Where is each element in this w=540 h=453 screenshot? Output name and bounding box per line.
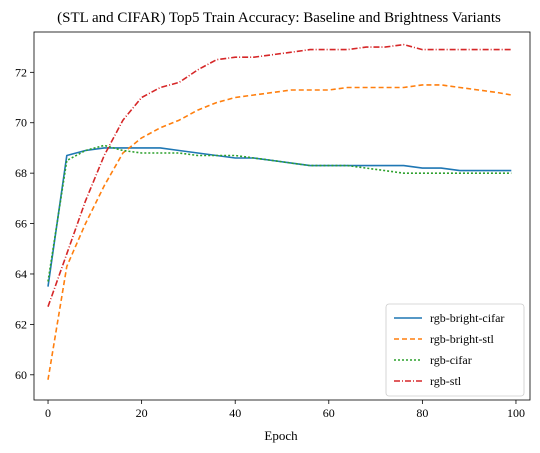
axes: 0 20 40 60 80 100 60 62 64 66 68 70 72 <box>15 31 531 420</box>
y-tick-label: 68 <box>15 166 27 180</box>
y-tick-label: 62 <box>15 317 27 331</box>
legend-box <box>385 303 525 397</box>
x-tick-label: 60 <box>323 406 335 420</box>
chart-title: (STL and CIFAR) Top5 Train Accuracy: Bas… <box>57 10 501 26</box>
legend-label-rgb-bright-stl: rgb-bright-stl <box>430 332 494 346</box>
y-tick-label: 70 <box>15 116 27 130</box>
y-tick-label: 60 <box>15 368 27 382</box>
y-tick-label: 64 <box>15 267 27 281</box>
y-tick-label: 66 <box>15 217 27 231</box>
y-tick-label: 72 <box>15 65 27 79</box>
plot-frame <box>33 31 531 401</box>
x-axis-label: Epoch <box>264 428 298 443</box>
x-tick-label: 80 <box>416 406 428 420</box>
legend-label-rgb-stl: rgb-stl <box>430 374 462 388</box>
series-line-rgb-bright-cifar <box>47 147 512 287</box>
series-line-rgb-cifar <box>47 144 512 282</box>
x-tick-label: 20 <box>136 406 148 420</box>
x-tick-label: 40 <box>229 406 241 420</box>
x-tick-label: 100 <box>507 406 525 420</box>
legend-label-rgb-bright-cifar: rgb-bright-cifar <box>430 311 504 325</box>
x-tick-label: 0 <box>45 406 51 420</box>
plot-area <box>47 43 512 380</box>
legend: rgb-bright-cifar rgb-bright-stl rgb-cifar r… <box>385 303 525 397</box>
legend-label-rgb-cifar: rgb-cifar <box>430 353 472 367</box>
series-line-rgb-bright-stl <box>47 84 512 380</box>
series-line-rgb-stl <box>47 43 512 307</box>
